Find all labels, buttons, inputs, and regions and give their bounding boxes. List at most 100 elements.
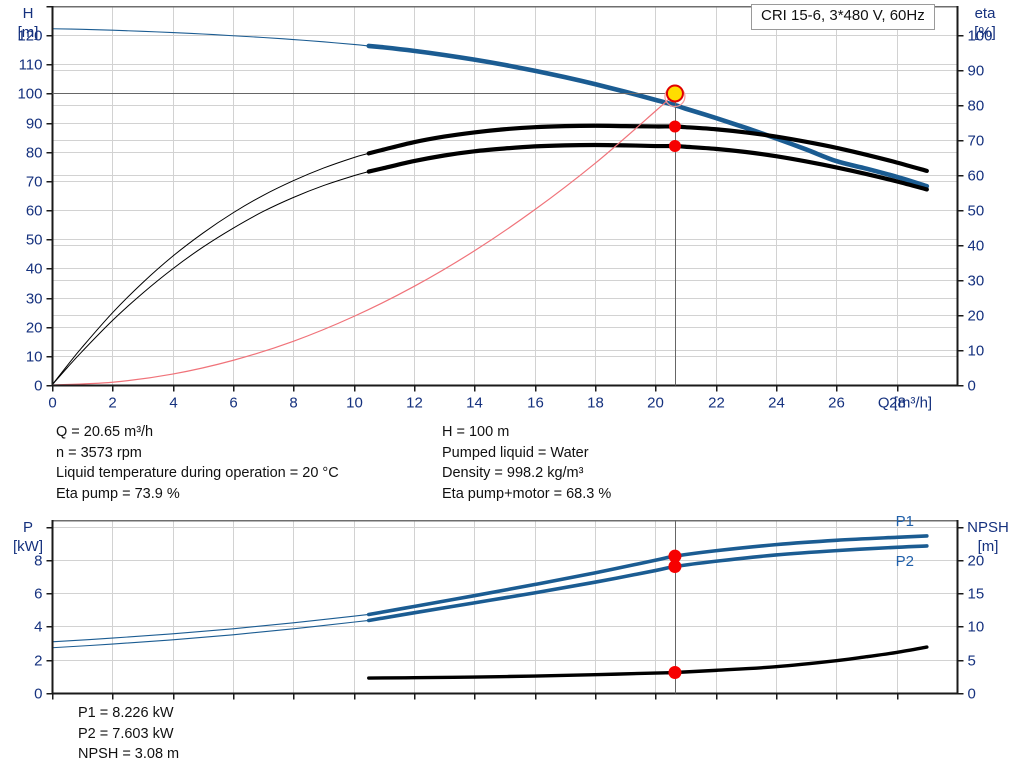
right-tick-label: 40	[968, 238, 985, 255]
bottom-tick-label: 2	[108, 395, 116, 412]
labels-group: 0 2 4 6 8 0 5 10 15 20 P [kW] NPSH [m] P1 P2	[13, 515, 1009, 700]
right-tick-label: 80	[968, 98, 985, 115]
x-axis-caption: Q [m³/h]	[878, 395, 932, 412]
info-p2: P2 = 7.603 kW	[78, 725, 174, 742]
power-info-block: P1 = 8.226 kW P2 = 7.603 kW NPSH = 3.08 …	[78, 703, 179, 765]
efficiency-marker	[668, 120, 681, 133]
info-head: H = 100 m	[442, 424, 510, 440]
grid-group	[52, 519, 957, 694]
right-tick-label: 15	[968, 586, 985, 603]
left-tick-label: 2	[34, 653, 42, 670]
bottom-tick-label: 18	[587, 395, 604, 412]
info-speed: n = 3573 rpm	[56, 444, 142, 461]
curve-eta-pump-thick	[366, 123, 929, 173]
curve-eta-pump-thin	[51, 152, 369, 386]
bottom-tick-label: 16	[527, 395, 544, 412]
head-efficiency-chart: 0 10 20 30 40 50 60 70 80 90 100 110 120 0 10 20 30 40 50 6…	[17, 4, 996, 412]
axes-group	[46, 5, 964, 392]
right-axis-caption: NPSH	[967, 519, 1009, 536]
right-axis-caption: [m]	[978, 538, 999, 555]
power-npsh-svg: 0 2 4 6 8 0 5 10 15 20 P [kW] NPSH [m] P1 P2	[13, 515, 1009, 700]
curve-head-h--thick	[366, 43, 930, 189]
curve-eta-pump-motor-thin	[51, 171, 369, 386]
right-tick-label: 0	[968, 378, 976, 395]
left-axis-caption: H	[23, 5, 34, 22]
left-axis-caption: P	[23, 519, 33, 536]
labels-group: 0102030405060708090100110120010203040506…	[17, 5, 996, 412]
curves-group	[51, 534, 929, 680]
left-tick-label: 6	[34, 586, 42, 603]
bottom-tick-label: 14	[466, 395, 483, 412]
right-tick-label: 50	[968, 203, 985, 220]
right-tick-label: 0	[968, 686, 976, 701]
left-tick-label: 30	[26, 291, 43, 308]
left-tick-label: 90	[26, 116, 43, 133]
bottom-tick-label: 6	[229, 395, 237, 412]
power-npsh-chart: 0 2 4 6 8 0 5 10 15 20 P [kW] NPSH [m] P1 P2	[0, 515, 1024, 700]
bottom-tick-label: 22	[708, 395, 725, 412]
markers-group	[52, 84, 686, 386]
right-tick-label: 10	[968, 619, 985, 636]
left-axis-caption: [kW]	[13, 538, 43, 555]
bottom-tick-label: 8	[289, 395, 297, 412]
curve-p2-thick	[366, 544, 929, 623]
right-tick-label: 5	[968, 653, 976, 670]
bottom-tick-label: 4	[169, 395, 177, 412]
bottom-tick-label: 20	[647, 395, 664, 412]
series-marker-npsh	[668, 666, 682, 680]
right-tick-label: 90	[968, 63, 985, 80]
right-axis-caption: eta	[975, 5, 997, 22]
left-axis-caption: [m]	[18, 24, 39, 41]
info-temperature: Liquid temperature during operation = 20…	[56, 465, 339, 481]
right-tick-label: 60	[968, 168, 985, 185]
left-tick-label: 0	[34, 378, 42, 395]
right-tick-label: 20	[968, 553, 985, 570]
right-tick-label: 10	[968, 343, 985, 360]
info-p1: P1 = 8.226 kW	[78, 705, 174, 721]
curve-p1-thick	[366, 534, 929, 617]
operating-point-marker[interactable]	[665, 84, 684, 103]
chart-title-box: CRI 15-6, 3*480 V, 60Hz	[751, 4, 935, 30]
curve-label-p2: P2	[896, 553, 914, 570]
bottom-tick-label: 10	[346, 395, 363, 412]
info-eta-pump-motor: Eta pump+motor = 68.3 %	[442, 485, 612, 502]
left-tick-label: 80	[26, 145, 43, 162]
markers-group	[668, 520, 682, 694]
right-tick-label: 100	[968, 28, 993, 45]
operating-point-info-left: Q = 20.65 m³/h n = 3573 rpm Liquid tempe…	[56, 422, 339, 504]
left-tick-label: 20	[26, 320, 43, 337]
bottom-tick-label: 12	[406, 395, 423, 412]
efficiency-marker	[668, 140, 681, 153]
left-tick-label: 100	[17, 86, 42, 103]
info-pumped-liquid: Pumped liquid = Water	[442, 444, 589, 461]
bottom-tick-label: 28	[889, 395, 906, 412]
right-tick-label: 20	[968, 308, 985, 325]
curve-npsh-thick	[367, 645, 929, 680]
right-tick-label: 70	[968, 133, 985, 150]
curve-eta-pump-motor-thick	[366, 142, 929, 192]
series-marker-p1	[668, 549, 682, 563]
info-density: Density = 998.2 kg/m³	[442, 465, 584, 481]
bottom-tick-label: 24	[768, 395, 785, 412]
left-tick-label: 50	[26, 232, 43, 249]
right-tick-label: 30	[968, 273, 985, 290]
curve-p1-thin	[51, 613, 369, 643]
left-tick-label: 70	[26, 174, 43, 191]
left-tick-label: 120	[17, 28, 42, 45]
left-tick-label: 0	[34, 686, 42, 701]
curves-group	[51, 28, 930, 386]
info-eta-pump: Eta pump = 73.9 %	[56, 485, 180, 502]
head-efficiency-svg: 0102030405060708090100110120010203040506…	[17, 5, 996, 412]
left-tick-label: 110	[19, 57, 43, 74]
curve-system-curve-thin	[51, 93, 676, 386]
left-tick-label: 40	[26, 261, 43, 278]
left-tick-label: 10	[26, 349, 43, 366]
curve-label-p1: P1	[896, 515, 914, 530]
axes-group	[46, 520, 964, 700]
series-marker-p2	[668, 560, 682, 574]
info-flow: Q = 20.65 m³/h	[56, 424, 154, 440]
bottom-tick-label: 0	[48, 395, 56, 412]
left-tick-label: 60	[26, 203, 43, 220]
curve-head-h--thin	[51, 28, 369, 47]
